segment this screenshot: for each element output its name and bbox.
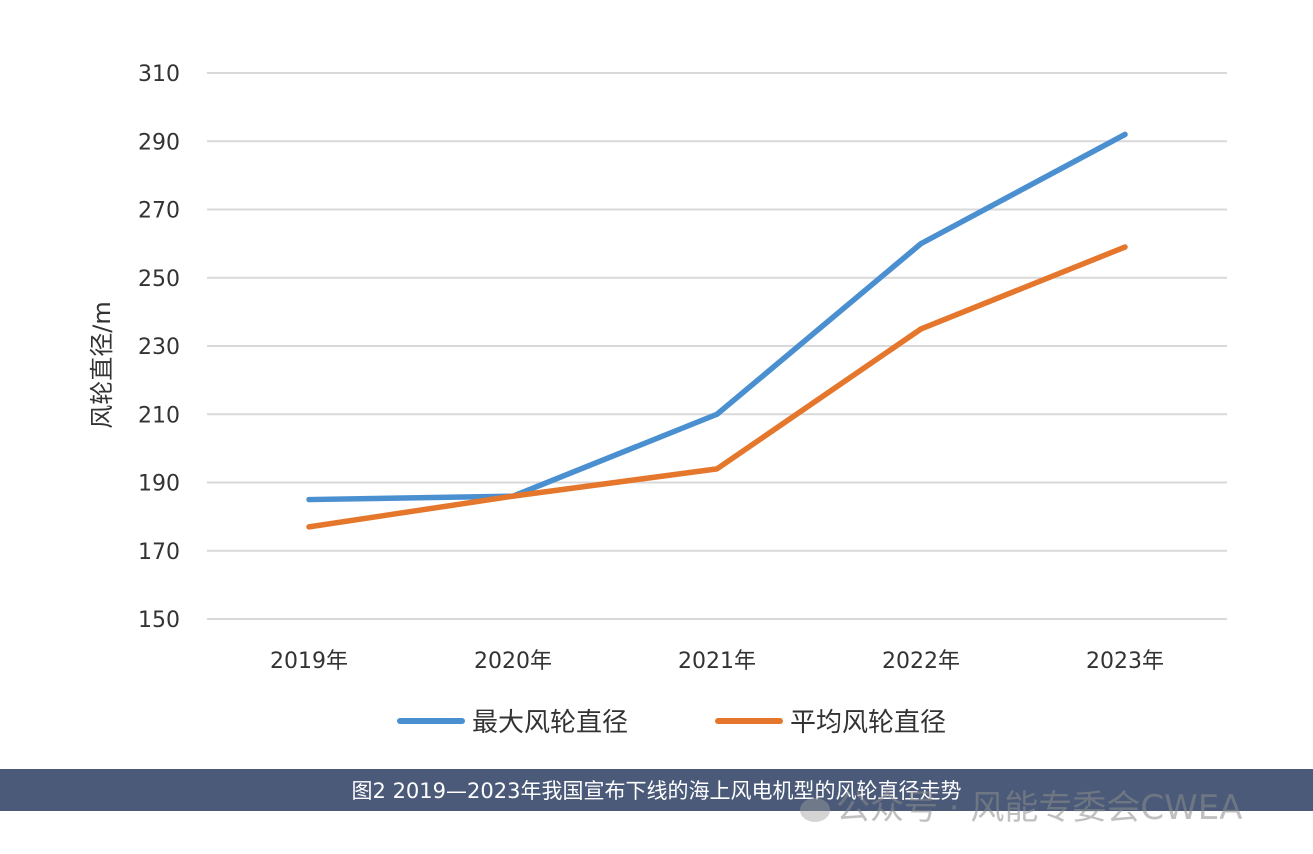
y-tick-label: 270	[138, 199, 180, 224]
wechat-icon	[800, 797, 830, 822]
gridlines	[207, 72, 1227, 620]
y-tick-label: 310	[138, 62, 180, 87]
y-tick-label: 230	[138, 335, 180, 360]
y-tick-label: 190	[138, 472, 180, 497]
watermark: 公众号 · 风能专委会CWEA	[800, 780, 1243, 829]
x-tick-label: 2020年	[474, 649, 552, 674]
series-lines	[306, 131, 1128, 530]
watermark-text: 公众号 · 风能专委会CWEA	[836, 788, 1243, 828]
data-point	[510, 493, 516, 499]
legend-label: 平均风轮直径	[790, 708, 946, 738]
data-point	[1122, 131, 1128, 137]
y-tick-label: 290	[138, 130, 180, 155]
x-tick-label: 2021年	[678, 649, 756, 674]
y-axis-ticks: 150 170 190 210 230 250 270 290 310	[138, 62, 180, 633]
y-tick-label: 250	[138, 267, 180, 292]
data-point	[714, 466, 720, 472]
x-axis-ticks: 2019年 2020年 2021年 2022年 2023年	[270, 649, 1164, 674]
y-tick-label: 150	[138, 608, 180, 633]
series-line-2	[306, 244, 1128, 530]
data-point	[714, 411, 720, 417]
data-point	[306, 497, 312, 503]
data-point	[1122, 244, 1128, 250]
figure-caption: 图2 2019—2023年我国宣布下线的海上风电机型的风轮直径走势	[351, 779, 962, 803]
figure-caption-bar: 图2 2019—2023年我国宣布下线的海上风电机型的风轮直径走势	[0, 769, 1313, 811]
y-axis-label: 风轮直径/m	[88, 301, 116, 428]
y-tick-label: 170	[138, 540, 180, 565]
data-point	[918, 241, 924, 247]
x-tick-label: 2023年	[1086, 649, 1164, 674]
legend-label: 最大风轮直径	[472, 708, 628, 738]
data-point	[918, 326, 924, 332]
y-tick-label: 210	[138, 403, 180, 428]
legend: 最大风轮直径 平均风轮直径	[397, 708, 946, 738]
x-tick-label: 2019年	[270, 649, 348, 674]
series-line-1	[306, 131, 1128, 503]
x-tick-label: 2022年	[882, 649, 960, 674]
data-point	[306, 524, 312, 530]
